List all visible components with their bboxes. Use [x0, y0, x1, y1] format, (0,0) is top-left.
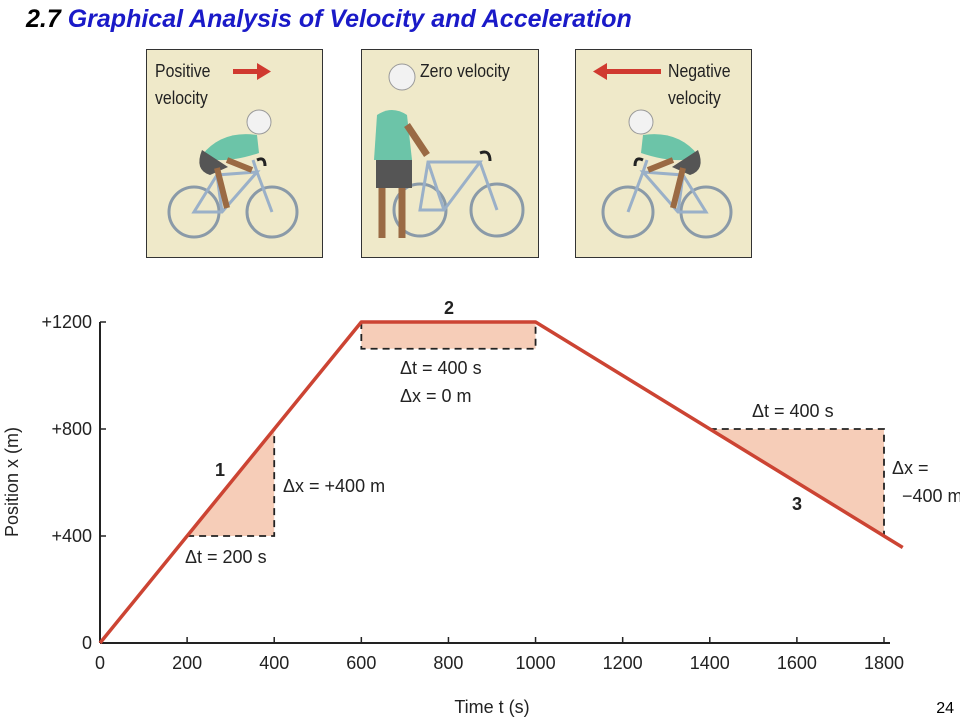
panel-negative-velocity: Negative velocity [575, 49, 752, 258]
cyclist-riding-left-illustration [593, 63, 733, 239]
x-tick-label: 200 [172, 653, 202, 673]
panel-zero-velocity: Zero velocity [361, 49, 539, 258]
slide-title: 2.7 Graphical Analysis of Velocity and A… [26, 5, 632, 34]
seg3-dx-label-line1: Δx = [892, 458, 929, 478]
seg3-dt-label: Δt = 400 s [752, 401, 834, 421]
segment-label-3: 3 [792, 494, 802, 514]
x-tick-label: 800 [433, 653, 463, 673]
section-number: 2.7 [26, 5, 61, 33]
cyclist-standing-illustration [374, 63, 525, 238]
seg1-dt-label: Δt = 200 s [185, 547, 267, 567]
x-tick-label: 1400 [690, 653, 730, 673]
panel-label-line1: Positive [155, 61, 211, 81]
x-tick-label: 0 [95, 653, 105, 673]
seg3-dx-label-line2: −400 m [902, 486, 960, 506]
x-tick-label: 1200 [603, 653, 643, 673]
segment-label-2: 2 [444, 298, 454, 318]
panel-positive-velocity: Positive velocity [146, 49, 323, 258]
x-tick-label: 400 [259, 653, 289, 673]
x-tick-label: 1800 [864, 653, 904, 673]
seg3-dashed-lines [709, 428, 885, 536]
position-line [98, 320, 904, 645]
seg2-dt-label: Δt = 400 s [400, 358, 482, 378]
x-tick-label: 1000 [516, 653, 556, 673]
cyclist-riding-right-illustration [167, 63, 299, 239]
x-axis-label: Time t (s) [454, 697, 529, 717]
seg2-dashed-lines [360, 322, 537, 350]
y-tick-label: +400 [51, 526, 92, 546]
seg1-dx-label: Δx = +400 m [283, 476, 385, 496]
panel-label-line2: velocity [155, 88, 208, 108]
x-tick-label: 600 [346, 653, 376, 673]
page-number: 24 [936, 700, 954, 717]
y-tick-label: +1200 [41, 312, 92, 332]
panel-label-line1: Zero velocity [420, 61, 510, 81]
panel-label-line2: velocity [668, 88, 721, 108]
title-text: Graphical Analysis of Velocity and Accel… [67, 5, 632, 33]
right-arrow-icon [233, 63, 271, 80]
y-axis-label: Position x (m) [2, 427, 22, 537]
y-tick-label: +800 [51, 419, 92, 439]
left-arrow-icon [593, 63, 661, 80]
seg2-dx-label: Δx = 0 m [400, 386, 472, 406]
panel-label-line1: Negative [668, 61, 731, 81]
x-tick-label: 1600 [777, 653, 817, 673]
y-tick-label: 0 [82, 633, 92, 653]
segment-label-1: 1 [215, 460, 225, 480]
seg1-dashed-lines [187, 429, 276, 537]
seg2-shade [361, 322, 536, 349]
